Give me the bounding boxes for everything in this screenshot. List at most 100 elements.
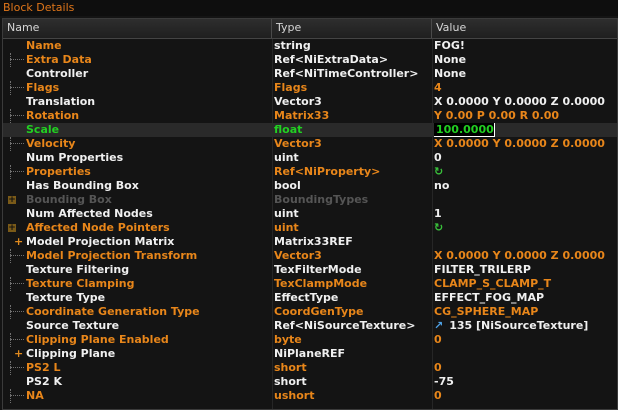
row-value[interactable]: ↻ [434,221,617,235]
table-row[interactable]: Properties Ref<NiProperty> ↻ [3,165,617,179]
row-value[interactable]: X 0.0000 Y 0.0000 Z 0.0000 [434,95,617,109]
tree-connector [5,179,25,193]
row-value[interactable]: FILTER_TRILERP [434,263,617,277]
table-body: Name string FOG! Extra Data Ref<NiExtraData>… [3,39,617,403]
row-type: short [274,375,307,388]
table-row[interactable]: Texture Clamping TexClampMode CLAMP_S_CLAM… [3,277,617,291]
row-value[interactable]: 1 [434,207,617,221]
table-row[interactable]: Controller Ref<NiTimeController> None [3,67,617,81]
link-icon[interactable]: ↗ [434,319,444,332]
row-name: Num Properties [26,151,124,164]
row-value[interactable]: None [434,67,617,81]
table-row[interactable]: Rotation Matrix33 Y 0.00 P 0.00 R 0.00 [3,109,617,123]
row-type: Ref<NiProperty> [274,165,381,178]
row-value[interactable]: Y 0.00 P 0.00 R 0.00 [434,109,617,123]
tree-dots [10,277,24,291]
row-value[interactable]: ↗ 135 [NiSourceTexture] [434,319,617,333]
expand-box-icon[interactable]: + [8,223,16,233]
row-name: Controller [26,67,89,80]
table-row[interactable]: Flags Flags 4 [3,81,617,95]
table-row[interactable]: Velocity Vector3 X 0.0000 Y 0.0000 Z 0.000… [3,137,617,151]
table-row[interactable]: Has Bounding Box bool no [3,179,617,193]
tree-connector [5,67,25,81]
row-value[interactable]: 0 [434,333,617,347]
refresh-icon[interactable]: ↻ [434,221,444,234]
row-name: Texture Clamping [26,277,135,290]
row-value[interactable] [434,235,617,249]
row-value[interactable] [434,193,617,207]
row-type: string [274,39,311,52]
row-value[interactable]: 0 [434,389,617,403]
tree-connector [5,81,25,95]
row-type: BoundingTypes [274,193,369,206]
table-row[interactable]: Scale float 100.0000 [3,123,617,137]
table-row[interactable]: Name string FOG! [3,39,617,53]
row-value[interactable]: 0 [434,151,617,165]
value-text: X 0.0000 Y 0.0000 Z 0.0000 [434,137,605,150]
tree-connector: + [5,347,25,361]
table-row[interactable]: + Bounding Box BoundingTypes [3,193,617,207]
tree-connector [5,375,25,389]
table-row[interactable]: Clipping Plane Enabled byte 0 [3,333,617,347]
value-text: 1 [434,207,442,220]
row-type: Ref<NiSourceTexture> [274,319,416,332]
table-row[interactable]: Num Properties uint 0 [3,151,617,165]
row-name: Num Affected Nodes [26,207,153,220]
row-value[interactable]: None [434,53,617,67]
row-value[interactable]: ↻ [434,165,617,179]
table-row[interactable]: Model Projection Transform Vector3 X 0.000… [3,249,617,263]
row-value[interactable]: FOG! [434,39,617,53]
value-edit-field[interactable]: 100.0000 [434,123,617,137]
table-row[interactable]: Texture Filtering TexFilterMode FILTER_TRI… [3,263,617,277]
tree-dots [10,333,24,347]
row-value[interactable]: CLAMP_S_CLAMP_T [434,277,617,291]
row-name: PS2 L [26,361,61,374]
table-row[interactable]: Translation Vector3 X 0.0000 Y 0.0000 Z 0.… [3,95,617,109]
row-value[interactable]: X 0.0000 Y 0.0000 Z 0.0000 [434,249,617,263]
expand-plus-icon[interactable]: + [14,347,24,360]
table-row[interactable]: Num Affected Nodes uint 1 [3,207,617,221]
table-row[interactable]: + Clipping Plane NiPlaneREF [3,347,617,361]
row-type: CoordGenType [274,305,364,318]
row-value[interactable]: 0 [434,361,617,375]
expand-plus-icon[interactable]: + [14,235,24,248]
row-type: Ref<NiTimeController> [274,67,419,80]
row-value[interactable]: no [434,179,617,193]
table-row[interactable]: + Affected Node Pointers uint ↻ [3,221,617,235]
row-type: Vector3 [274,137,322,150]
table-row[interactable]: NA ushort 0 [3,389,617,403]
table-row[interactable]: Source Texture Ref<NiSourceTexture> ↗ 135 [… [3,319,617,333]
tree-connector [5,333,25,347]
tree-connector [5,123,25,137]
table-row[interactable]: PS2 L short 0 [3,361,617,375]
expand-box-icon[interactable]: + [8,195,16,205]
row-value[interactable]: EFFECT_FOG_MAP [434,291,617,305]
row-value[interactable]: CG_SPHERE_MAP [434,305,617,319]
table-row[interactable]: PS2 K short -75 [3,375,617,389]
row-value[interactable]: 4 [434,81,617,95]
tree-connector [5,263,25,277]
table-row[interactable]: Coordinate Generation Type CoordGenType CG… [3,305,617,319]
tree-connector [5,109,25,123]
table-row[interactable]: Texture Type EffectType EFFECT_FOG_MAP [3,291,617,305]
column-header-value[interactable]: Value [436,21,467,34]
properties-table: Name Type Value Name string FOG! Extra Data… [2,18,618,410]
row-value[interactable]: X 0.0000 Y 0.0000 Z 0.0000 [434,137,617,151]
row-name: Scale [26,123,60,136]
table-row[interactable]: + Model Projection Matrix Matrix33REF [3,235,617,249]
row-value[interactable]: -75 [434,375,617,389]
column-header-name[interactable]: Name [3,19,272,38]
row-name: Translation [26,95,96,108]
row-name: Properties [26,165,91,178]
row-value[interactable] [434,347,617,361]
row-type: Matrix33 [274,109,330,122]
row-type: NiPlaneREF [274,347,346,360]
row-type: uint [274,207,299,220]
table-row[interactable]: Extra Data Ref<NiExtraData> None [3,53,617,67]
column-header-type[interactable]: Type [272,19,432,38]
value-text: X 0.0000 Y 0.0000 Z 0.0000 [434,249,605,262]
column-divider [272,39,273,409]
tree-connector [5,39,25,53]
refresh-icon[interactable]: ↻ [434,165,444,178]
